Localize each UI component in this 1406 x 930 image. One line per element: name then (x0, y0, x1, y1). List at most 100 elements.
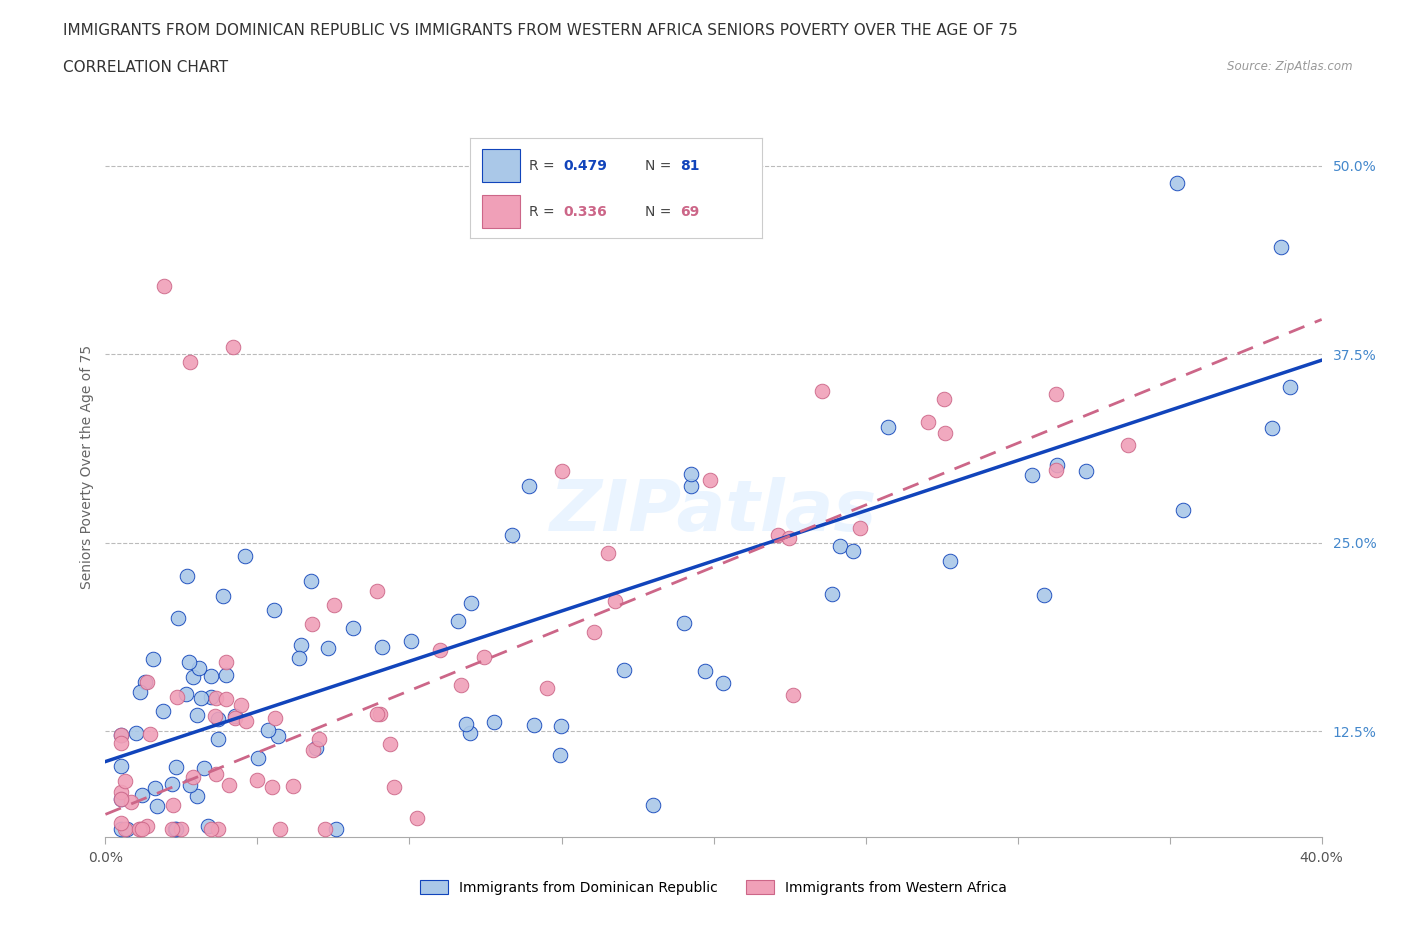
Point (120, 794, 142, 809)
Point (110, 792, 132, 807)
Point (136, 674, 159, 689)
Point (325, 822, 347, 837)
Point (681, 467, 703, 482)
Point (287, 650, 309, 665)
Point (450, 678, 472, 693)
Text: N =: N = (645, 159, 676, 173)
Point (290, 638, 312, 653)
Point (153, 279, 176, 294)
Point (454, 717, 477, 732)
Point (207, 732, 229, 747)
Point (160, 822, 183, 837)
Point (458, 725, 481, 740)
Point (146, 798, 169, 813)
Point (342, 620, 364, 635)
Point (778, 530, 800, 545)
Point (142, 652, 165, 667)
Point (167, 611, 190, 626)
Point (934, 392, 956, 406)
Point (110, 759, 132, 774)
Legend: Immigrants from Dominican Republic, Immigrants from Western Africa: Immigrants from Dominican Republic, Immi… (415, 874, 1012, 900)
Point (267, 728, 290, 743)
Point (550, 719, 572, 734)
Text: 0.479: 0.479 (564, 159, 607, 173)
Point (1270, 239, 1292, 254)
Point (1116, 438, 1139, 453)
Point (186, 789, 208, 804)
Point (257, 723, 280, 737)
Point (162, 797, 184, 812)
Text: CORRELATION CHART: CORRELATION CHART (63, 60, 228, 75)
Point (460, 596, 482, 611)
Point (810, 383, 832, 398)
Point (613, 663, 636, 678)
Point (218, 777, 240, 792)
Point (204, 766, 226, 781)
Point (1021, 468, 1043, 483)
Point (131, 788, 153, 803)
Point (224, 709, 246, 724)
Point (207, 822, 229, 837)
Point (1045, 462, 1067, 477)
Point (305, 740, 328, 755)
Point (215, 668, 238, 683)
Point (399, 633, 422, 648)
Point (681, 478, 703, 493)
Point (131, 822, 153, 837)
Point (200, 822, 222, 837)
Point (366, 707, 388, 722)
Point (170, 822, 193, 837)
Point (1173, 502, 1195, 517)
Point (472, 649, 495, 664)
Point (876, 419, 898, 434)
Point (302, 742, 325, 757)
Point (115, 822, 138, 837)
Point (181, 669, 204, 684)
Point (371, 640, 394, 655)
Point (179, 354, 201, 369)
Point (596, 546, 619, 561)
Point (110, 822, 132, 837)
Point (821, 587, 844, 602)
Point (176, 687, 198, 702)
Point (177, 655, 200, 670)
Point (501, 527, 523, 542)
Text: ZIPatlas: ZIPatlas (550, 477, 877, 546)
Text: R =: R = (529, 159, 558, 173)
Point (200, 669, 222, 684)
Point (1260, 420, 1282, 435)
Point (110, 728, 132, 743)
Y-axis label: Seniors Poverty Over the Age of 75: Seniors Poverty Over the Age of 75 (80, 345, 94, 590)
Point (215, 691, 238, 706)
Point (212, 588, 235, 603)
Point (176, 569, 198, 584)
Point (222, 339, 245, 354)
Text: 0.336: 0.336 (564, 205, 607, 219)
Point (233, 549, 256, 564)
Point (197, 818, 219, 833)
Point (204, 709, 226, 724)
Point (128, 822, 150, 837)
Point (260, 779, 283, 794)
Point (583, 625, 606, 640)
Point (269, 822, 291, 837)
Point (1076, 463, 1098, 478)
Point (447, 613, 470, 628)
Point (368, 707, 391, 722)
Point (134, 675, 156, 690)
Point (934, 426, 956, 441)
Point (308, 732, 330, 747)
Point (939, 553, 962, 568)
Point (224, 711, 246, 726)
Point (603, 594, 626, 609)
Point (110, 736, 132, 751)
Point (193, 760, 215, 775)
Point (110, 785, 132, 800)
Point (382, 779, 405, 794)
Point (152, 704, 174, 719)
Point (1045, 458, 1067, 472)
Point (917, 415, 939, 430)
Point (135, 818, 157, 833)
Point (166, 690, 188, 705)
Point (263, 603, 285, 618)
